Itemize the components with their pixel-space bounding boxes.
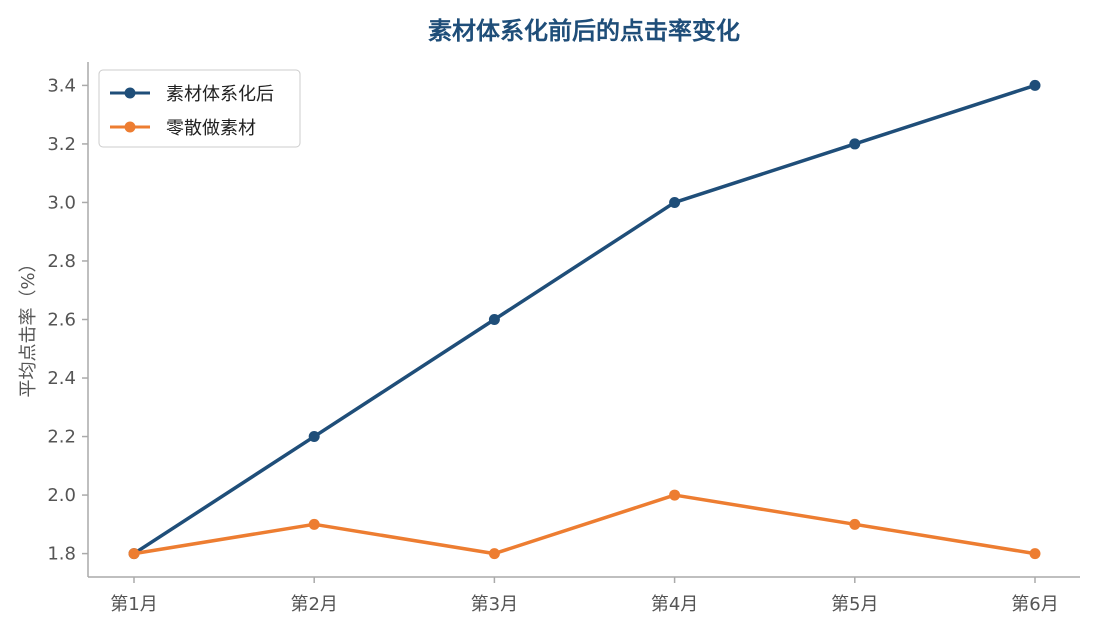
data-point [128,548,140,560]
y-tick-label: 3.2 [47,134,76,155]
y-tick-label: 2.2 [47,427,76,448]
data-point [849,138,861,150]
series-2 [128,489,1041,560]
series-line-1 [133,83,1036,556]
series-layer [128,79,1041,560]
data-point [308,431,320,443]
y-tick-label: 2.4 [47,368,76,389]
legend-marker-series-2 [124,121,136,133]
series-1 [128,79,1041,560]
y-tick-label: 3.4 [47,75,76,96]
chart-title: 素材体系化前后的点击率变化 [428,17,740,45]
x-tick-label: 第4月 [651,594,698,615]
y-tick-label: 3.0 [47,192,76,213]
series-line-2 [133,493,1036,556]
data-point [308,518,320,530]
x-tick-label: 第2月 [290,594,337,615]
y-tick-label: 1.8 [47,544,76,565]
legend-label-series-1: 素材体系化后 [166,84,274,105]
data-point [488,548,500,560]
x-tick-label: 第3月 [471,594,518,615]
legend-marker-series-1 [124,87,136,99]
y-tick-label: 2.6 [47,310,76,331]
legend-label-series-2: 零散做素材 [166,118,256,139]
legend: 素材体系化后 零散做素材 [98,69,301,148]
data-point [1029,79,1041,91]
y-tick-label: 2.8 [47,251,76,272]
data-point [669,196,681,208]
data-point [488,314,500,325]
y-axis-title: 平均点击率（%） [18,254,39,397]
data-point [669,489,681,501]
x-tick-label: 第5月 [831,594,878,615]
x-tick-label: 第6月 [1011,594,1058,615]
y-tick-label: 2.0 [47,485,76,506]
x-tick-label: 第1月 [110,594,157,615]
data-point [1029,548,1041,560]
x-ticks: 第1月 第2月 第3月 第4月 第5月 第6月 [110,577,1059,615]
y-ticks: 1.8 2.0 2.2 2.4 2.6 2.8 3.0 3.2 3.4 [47,75,88,565]
data-point [849,518,861,530]
